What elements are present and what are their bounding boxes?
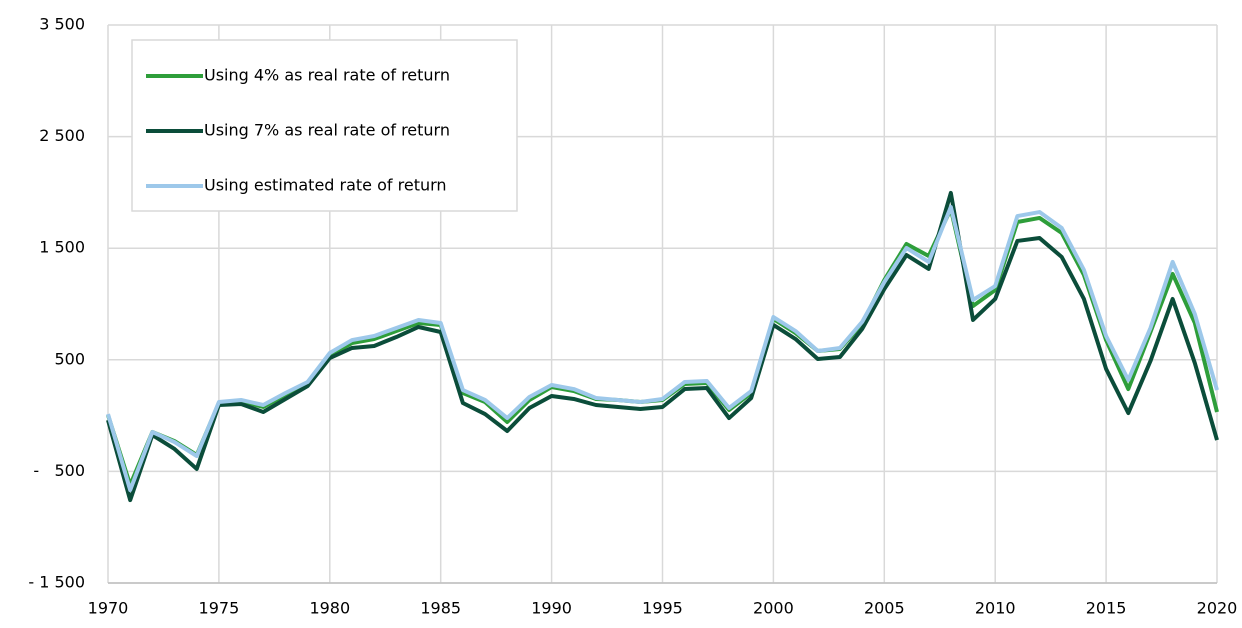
- y-tick-label: 1 500: [39, 238, 85, 257]
- y-tick-label: - 500: [33, 461, 85, 480]
- x-tick-label: 2005: [864, 599, 905, 618]
- legend-label: Using estimated rate of return: [204, 176, 447, 195]
- series-line: [106, 205, 1219, 493]
- y-tick-label: 500: [54, 349, 85, 368]
- x-tick-label: 2000: [753, 599, 794, 618]
- x-tick-label: 2010: [975, 599, 1016, 618]
- x-tick-label: 1980: [309, 599, 350, 618]
- legend-label: Using 7% as real rate of return: [204, 121, 450, 140]
- x-tick-label: 2015: [1086, 599, 1127, 618]
- x-tick-label: 1975: [199, 599, 240, 618]
- y-tick-label: 3 500: [39, 15, 85, 34]
- x-tick-label: 1990: [531, 599, 572, 618]
- series-line: [106, 190, 1219, 503]
- y-tick-label: - 1 500: [28, 573, 85, 592]
- legend-label: Using 4% as real rate of return: [204, 66, 450, 85]
- y-tick-label: 2 500: [39, 126, 85, 145]
- legend-box: [131, 39, 518, 212]
- x-tick-label: 1985: [420, 599, 461, 618]
- x-tick-label: 2020: [1197, 599, 1238, 618]
- x-tick-label: 1970: [88, 599, 129, 618]
- x-tick-label: 1995: [642, 599, 683, 618]
